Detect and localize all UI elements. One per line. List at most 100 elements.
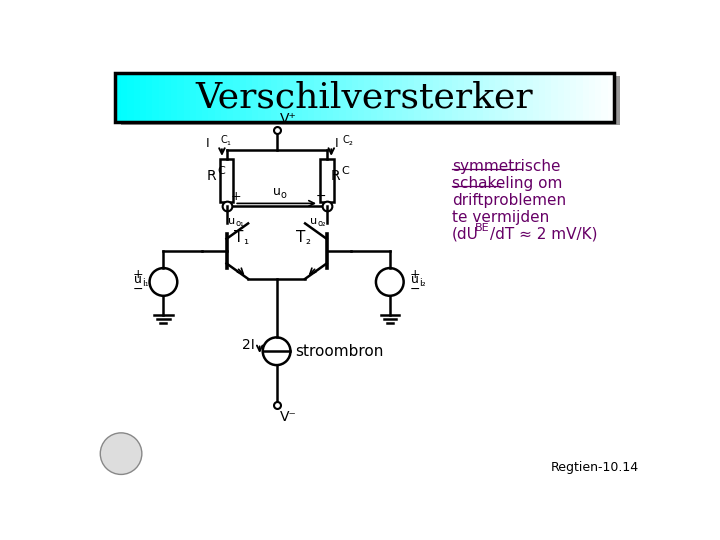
- Bar: [134, 72, 140, 122]
- Bar: [146, 72, 153, 122]
- Bar: [190, 72, 197, 122]
- Text: o₁: o₁: [235, 219, 243, 228]
- Bar: [414, 72, 421, 122]
- Bar: [271, 72, 278, 122]
- Bar: [570, 72, 577, 122]
- Text: /dT ≈ 2 mV/K): /dT ≈ 2 mV/K): [490, 226, 598, 241]
- Bar: [577, 72, 583, 122]
- Text: I: I: [334, 137, 338, 150]
- Bar: [196, 72, 203, 122]
- Bar: [165, 72, 172, 122]
- Text: BE: BE: [475, 222, 490, 233]
- Bar: [489, 72, 496, 122]
- Bar: [184, 72, 191, 122]
- Text: ₁: ₁: [227, 137, 230, 147]
- Bar: [427, 72, 433, 122]
- Text: C: C: [342, 135, 348, 145]
- Text: ₁: ₁: [243, 234, 248, 247]
- Text: (dU: (dU: [452, 226, 479, 241]
- Bar: [371, 72, 377, 122]
- Bar: [202, 72, 210, 122]
- Bar: [383, 72, 390, 122]
- Bar: [495, 72, 503, 122]
- Bar: [470, 72, 477, 122]
- Circle shape: [263, 338, 290, 365]
- Text: +: +: [132, 268, 143, 281]
- Bar: [601, 72, 608, 122]
- Bar: [209, 72, 215, 122]
- Bar: [433, 72, 440, 122]
- Bar: [296, 72, 303, 122]
- Bar: [333, 72, 341, 122]
- Bar: [552, 72, 559, 122]
- Bar: [446, 72, 452, 122]
- Text: I: I: [206, 137, 210, 150]
- Text: C: C: [217, 166, 225, 176]
- Bar: [377, 72, 384, 122]
- Bar: [233, 72, 240, 122]
- Text: driftproblemen: driftproblemen: [452, 193, 567, 207]
- Bar: [582, 72, 590, 122]
- Text: Verschilversterker: Verschilversterker: [196, 80, 534, 114]
- Text: u: u: [134, 273, 142, 286]
- Bar: [502, 72, 508, 122]
- Bar: [464, 72, 471, 122]
- Circle shape: [376, 268, 404, 296]
- Bar: [215, 72, 222, 122]
- Text: −: −: [410, 283, 420, 296]
- Text: −: −: [316, 191, 326, 204]
- Text: C: C: [220, 135, 227, 145]
- Text: +: +: [410, 268, 420, 281]
- Bar: [521, 72, 527, 122]
- Text: u: u: [411, 273, 419, 286]
- Text: 2I: 2I: [243, 338, 255, 352]
- Bar: [127, 72, 135, 122]
- Text: ₂: ₂: [306, 234, 311, 247]
- Bar: [420, 72, 428, 122]
- Text: ₂: ₂: [348, 137, 352, 147]
- Text: u: u: [310, 217, 317, 226]
- Bar: [358, 72, 365, 122]
- Text: i₂: i₂: [419, 279, 426, 288]
- Bar: [508, 72, 515, 122]
- Bar: [564, 72, 571, 122]
- Bar: [140, 72, 147, 122]
- Bar: [252, 72, 259, 122]
- Bar: [327, 72, 334, 122]
- Text: te vermijden: te vermijden: [452, 210, 549, 225]
- Bar: [277, 72, 284, 122]
- Bar: [339, 72, 346, 122]
- Text: u: u: [228, 217, 235, 226]
- Bar: [121, 72, 128, 122]
- Bar: [115, 72, 122, 122]
- Bar: [352, 72, 359, 122]
- Bar: [158, 72, 166, 122]
- Bar: [220, 159, 233, 202]
- Bar: [533, 72, 540, 122]
- Bar: [589, 72, 596, 122]
- Text: schakeling om: schakeling om: [452, 176, 562, 191]
- Circle shape: [100, 433, 142, 475]
- Text: C: C: [341, 166, 349, 176]
- Bar: [364, 72, 372, 122]
- Text: i₁: i₁: [142, 279, 148, 288]
- Bar: [121, 76, 620, 125]
- Text: R: R: [207, 168, 216, 183]
- Text: +: +: [230, 191, 241, 204]
- Bar: [526, 72, 534, 122]
- Bar: [302, 72, 309, 122]
- Bar: [221, 72, 228, 122]
- Bar: [408, 72, 415, 122]
- Text: u: u: [273, 185, 281, 198]
- Bar: [483, 72, 490, 122]
- Bar: [558, 72, 564, 122]
- Bar: [115, 72, 614, 122]
- Bar: [346, 72, 353, 122]
- Bar: [258, 72, 266, 122]
- Bar: [228, 72, 234, 122]
- Bar: [402, 72, 409, 122]
- Text: Regtien-10.14: Regtien-10.14: [550, 462, 639, 475]
- Bar: [283, 72, 290, 122]
- Bar: [390, 72, 396, 122]
- Text: −: −: [133, 283, 143, 296]
